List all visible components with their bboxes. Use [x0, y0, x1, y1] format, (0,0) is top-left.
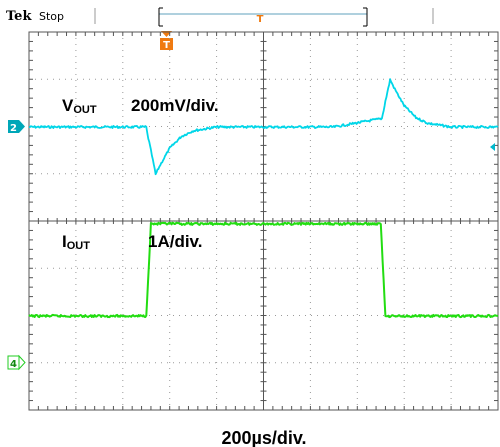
timebase-label: 200µs/div. [221, 428, 306, 447]
svg-text:4: 4 [10, 359, 17, 370]
svg-text:T: T [163, 40, 170, 51]
vout-scale-label: 200mV/div. [131, 96, 219, 115]
ch2-trigger-level-arrow [490, 143, 495, 151]
record-view-indicator: T [158, 7, 368, 27]
record-trigger-marker: T [257, 14, 264, 25]
iout-label: IOUT [62, 232, 90, 252]
svg-text:2: 2 [10, 123, 17, 134]
vout-trace [28, 78, 499, 176]
brand-label: Tek [6, 9, 32, 24]
iout-trace [28, 221, 499, 319]
vout-label: VOUT [62, 96, 97, 116]
graticule [28, 31, 499, 411]
ch2-ground-marker: 2 [8, 120, 25, 134]
trigger-position-marker: T [160, 31, 173, 51]
iout-scale-label: 1A/div. [148, 232, 202, 251]
acquisition-status: Stop [39, 10, 64, 23]
ch4-ground-marker: 4 [7, 354, 26, 371]
